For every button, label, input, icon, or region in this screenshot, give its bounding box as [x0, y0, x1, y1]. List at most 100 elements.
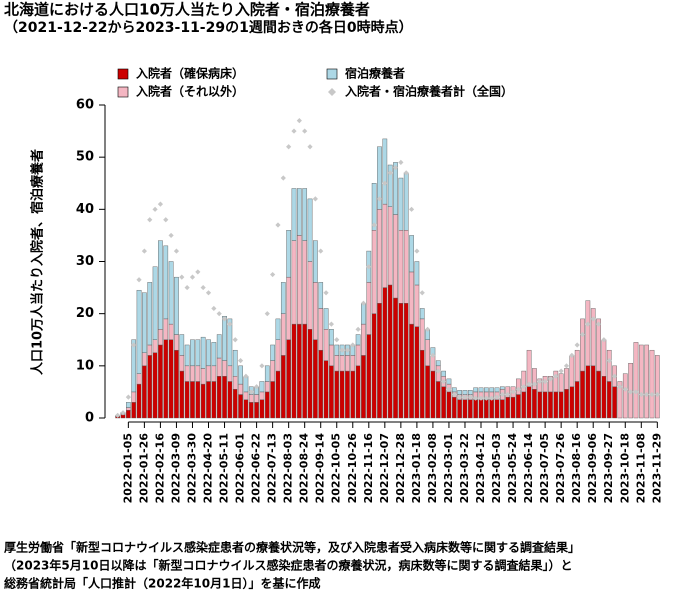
bar-segment — [590, 308, 596, 367]
bar-segment — [152, 339, 158, 353]
bar-segment — [633, 342, 639, 419]
bar-segment — [526, 349, 532, 387]
bar-segment — [516, 394, 521, 419]
x-tick-label: 2023-07-05 — [538, 433, 551, 503]
bar-segment — [206, 365, 211, 382]
national-point — [366, 264, 372, 270]
x-tick-label: 2022-01-05 — [121, 433, 134, 503]
bar-segment — [174, 334, 179, 351]
bar-segment — [302, 188, 308, 241]
national-point — [531, 381, 538, 387]
x-tick-label: 2022-09-14 — [314, 433, 327, 504]
bar-segment — [558, 391, 564, 419]
national-point — [649, 391, 655, 398]
chart-subtitle: （2021-12-22から2023-11-29の1週間おきの各日0時時点） — [4, 19, 413, 36]
bar-segment — [275, 318, 281, 340]
bar-segment — [441, 386, 446, 419]
bar-segment — [548, 391, 553, 419]
x-tick-label: 2022-10-05 — [330, 433, 343, 503]
national-point — [553, 373, 559, 379]
bar-segment — [393, 297, 398, 419]
national-point — [371, 222, 377, 228]
national-point — [483, 395, 489, 401]
national-point — [515, 386, 522, 392]
bar-segment — [211, 381, 217, 419]
source-line: 総務省統計局「人口推計（2022年10月1日）」を基に作成 — [4, 576, 320, 591]
national-point — [350, 342, 356, 348]
bar-segment — [206, 381, 211, 419]
bar-segment — [174, 349, 179, 419]
bar-segment — [222, 316, 227, 361]
national-point — [473, 395, 479, 401]
bar-segment — [158, 329, 163, 346]
bar-segment — [232, 376, 238, 390]
national-point — [526, 381, 532, 387]
national-point — [237, 358, 244, 364]
bar-segment — [403, 172, 409, 231]
national-point — [419, 290, 425, 296]
national-point — [168, 232, 174, 239]
bar-segment — [200, 368, 206, 385]
bar-segment — [564, 389, 569, 419]
bar-segment — [414, 326, 420, 419]
national-point — [628, 389, 634, 395]
bar-segment — [382, 138, 388, 205]
bar-segment — [216, 357, 222, 377]
bar-segment — [494, 399, 500, 419]
x-tick-label: 2023-05-24 — [506, 433, 519, 504]
bar-segment — [264, 365, 270, 382]
national-point — [120, 410, 126, 416]
bar-segment — [430, 370, 436, 419]
bar-segment — [131, 402, 137, 419]
national-point — [547, 376, 554, 382]
bar-segment — [163, 245, 169, 320]
national-point — [291, 128, 297, 134]
bar-segment — [585, 300, 591, 367]
bar-segment — [558, 373, 564, 393]
bar-segment — [318, 308, 324, 351]
bar-segment — [569, 355, 575, 387]
bar-segment — [500, 399, 505, 419]
national-point — [115, 412, 121, 418]
bar-segment — [451, 387, 457, 393]
bar-segment — [532, 389, 537, 419]
national-point — [457, 394, 463, 400]
national-point — [355, 326, 361, 332]
bar-segment — [473, 399, 478, 419]
x-tick-label: 2023-07-26 — [554, 433, 567, 504]
y-tick-label: 50 — [76, 150, 94, 165]
national-point — [157, 201, 164, 207]
bar-segment — [622, 373, 628, 419]
bar-segment — [393, 162, 398, 215]
x-tick-label: 2023-11-29 — [650, 433, 663, 503]
bar-segment — [419, 308, 425, 320]
national-point — [382, 180, 388, 186]
bar-segment — [355, 334, 361, 346]
bar-segment — [516, 378, 521, 395]
legend-label: 宿泊療養者 — [345, 66, 405, 81]
bar-segment — [414, 284, 420, 327]
national-point — [414, 248, 420, 254]
national-point — [163, 217, 169, 223]
national-point — [296, 118, 302, 124]
bar-segment — [382, 203, 388, 288]
bar-segment — [467, 399, 473, 419]
bar-segment — [195, 381, 201, 419]
bar-segment — [291, 240, 297, 325]
bar-segment — [302, 323, 308, 419]
national-point — [537, 378, 543, 385]
bar-segment — [158, 240, 163, 330]
national-point — [387, 170, 393, 176]
bar-segment — [136, 289, 142, 374]
bar-segment — [227, 381, 233, 419]
bar-segment — [275, 370, 281, 419]
national-point — [312, 196, 318, 202]
bar-segment — [350, 355, 356, 372]
national-point — [467, 394, 473, 400]
bar-segment — [313, 282, 318, 340]
bar-segment — [195, 339, 201, 367]
bar-segment — [585, 365, 591, 419]
bar-segment — [403, 303, 409, 419]
bar-segment — [467, 390, 473, 395]
national-point — [205, 290, 212, 296]
